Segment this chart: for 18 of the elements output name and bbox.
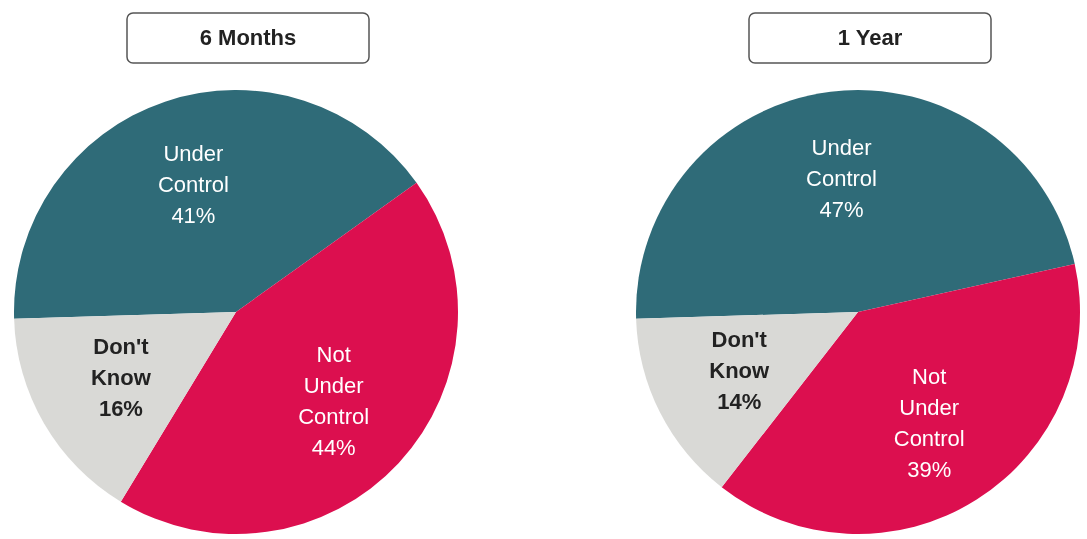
slice-label: Under Control [806, 134, 877, 191]
data-label: 39% [907, 456, 952, 482]
slice-label: Not Under Control [298, 341, 370, 429]
data-label: 16% [98, 395, 143, 421]
slice-label: Don't Know [90, 333, 152, 390]
pie-slice [636, 312, 858, 488]
slice-label: Under Control [157, 140, 229, 197]
data-label: 14% [717, 389, 762, 415]
data-label: 47% [819, 196, 864, 222]
pie-slice [636, 90, 1075, 319]
chart-title: 6 Months [199, 24, 297, 50]
pie-slice [14, 90, 417, 319]
data-label: 41% [171, 202, 216, 228]
slice-label: Don't Know [709, 327, 771, 384]
chart-title: 1 Year [837, 24, 903, 50]
slice-label: Not Under Control [893, 363, 965, 451]
pie-slice [14, 312, 236, 502]
data-label: 44% [311, 434, 356, 460]
